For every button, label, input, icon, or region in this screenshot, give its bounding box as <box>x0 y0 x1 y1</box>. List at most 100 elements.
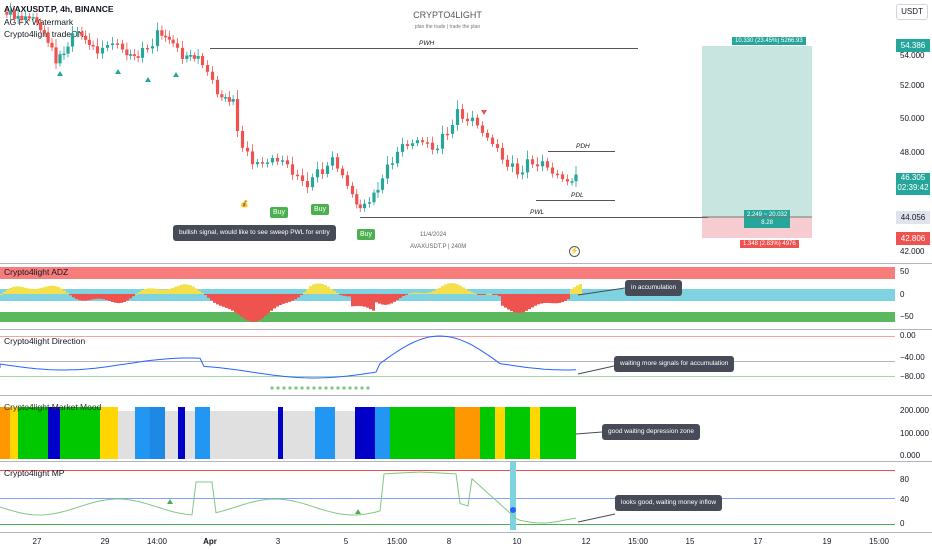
pdl-line <box>536 200 615 201</box>
candle-body <box>192 55 196 59</box>
pane-separator[interactable] <box>0 329 932 330</box>
candle-body <box>535 164 540 167</box>
adz-bar <box>570 289 573 294</box>
mood-column <box>335 411 355 459</box>
candle-body <box>167 36 171 40</box>
candle-body <box>420 140 425 143</box>
mood-axis-200: 200.000 <box>900 406 929 415</box>
mood-title[interactable]: Crypto4light Market Mood <box>4 402 102 412</box>
target-zone[interactable] <box>702 46 812 217</box>
candle-body <box>175 43 180 48</box>
direction-note-bubble[interactable]: waiting more signals for accumulation <box>614 356 735 372</box>
price-tag-mid: 44.056 <box>896 211 930 224</box>
main-chart-pane[interactable]: AVAXUSDT.P, 4h, BINANCE AG FX Watermark … <box>0 0 895 263</box>
adz-bar <box>348 294 351 297</box>
pane-separator[interactable] <box>0 461 932 462</box>
buy-signal-2[interactable]: Buy <box>311 204 330 215</box>
mp-note-pointer <box>577 513 616 523</box>
mp-title[interactable]: Crypto4light MP <box>4 468 65 478</box>
adz-bar <box>153 288 156 294</box>
adz-note-bubble[interactable]: in accumulation <box>625 280 683 296</box>
adz-bar <box>69 294 72 296</box>
symbol-title[interactable]: AVAXUSDT.P, 4h, BINANCE <box>4 4 114 14</box>
adz-bar <box>87 294 90 301</box>
adz-bar <box>33 289 36 294</box>
market-mood-columns <box>0 407 603 459</box>
adz-histogram <box>0 283 626 322</box>
direction-pane[interactable]: Crypto4light Direction waiting more sign… <box>0 330 895 394</box>
adz-bar <box>312 284 315 294</box>
candle-body <box>270 157 275 163</box>
candle-body <box>129 54 133 56</box>
watermark-subtitle: plan the trade | trade the plan <box>414 24 481 30</box>
signal-triangle-up <box>145 77 151 82</box>
main-note-bubble[interactable]: bullish signal, would like to see sweep … <box>173 225 336 241</box>
candle-body <box>485 132 490 138</box>
adz-note-pointer <box>577 287 626 296</box>
adz-bar <box>51 285 54 294</box>
candle-body <box>110 43 115 46</box>
adz-bar <box>369 294 372 310</box>
adz-bar <box>480 294 483 295</box>
candle-body <box>400 144 405 152</box>
stop-label: 1.348 (2.83%) 4976 <box>740 240 799 248</box>
time-axis[interactable]: 27 29 14:00 Apr 3 5 15:00 8 10 12 15:00 … <box>0 533 895 550</box>
adz-pane[interactable]: Crypto4light ADZ in accumulation <box>0 264 895 328</box>
adz-bar <box>165 289 168 294</box>
indicator-watermark-title[interactable]: AG FX Watermark <box>4 17 74 27</box>
adz-bar <box>54 285 57 294</box>
candle-body <box>295 174 300 177</box>
direction-title[interactable]: Crypto4light Direction <box>4 336 86 346</box>
mood-column <box>48 407 60 459</box>
pane-separator[interactable] <box>0 263 932 264</box>
adz-bar <box>567 294 570 300</box>
pwh-line <box>210 48 638 49</box>
adz-bar <box>378 294 381 304</box>
candle-body <box>425 142 430 144</box>
mood-note-bubble[interactable]: good waiting depression zone <box>602 424 701 440</box>
adz-bar <box>291 294 294 301</box>
adz-bar <box>39 288 42 294</box>
buy-signal-3[interactable]: Buy <box>357 229 376 240</box>
mood-pane[interactable]: Crypto4light Market Mood good waiting de… <box>0 396 895 460</box>
adz-bar <box>402 294 405 297</box>
adz-bar <box>177 285 180 294</box>
adz-bar <box>432 291 435 294</box>
lightning-icon[interactable]: ⚡ <box>569 246 580 257</box>
adz-bar <box>111 294 114 303</box>
time-tick: 14:00 <box>146 537 168 546</box>
candle-body <box>570 181 574 183</box>
currency-button[interactable]: USDT <box>896 4 928 20</box>
time-tick: 15:00 <box>627 537 649 546</box>
mp-pane[interactable]: Crypto4light MP looks good, waiting mone… <box>0 462 895 532</box>
adz-bar <box>270 294 273 311</box>
candle-body <box>565 179 570 182</box>
candle-body <box>430 142 435 150</box>
candle-body <box>285 160 290 165</box>
adz-bar <box>276 294 279 307</box>
mp-note-bubble[interactable]: looks good, waiting money inflow <box>615 495 723 511</box>
indicator-tradeon-title[interactable]: Crypto4light tradeON <box>4 29 84 39</box>
pane-separator[interactable] <box>0 395 932 396</box>
buy-signal-1[interactable]: Buy <box>270 207 289 218</box>
adz-bar <box>537 294 540 305</box>
candle-body <box>84 35 88 40</box>
adz-bar <box>522 294 525 313</box>
direction-dot <box>294 386 298 390</box>
candle-body <box>460 109 465 119</box>
candlestick-series[interactable] <box>0 0 895 263</box>
adz-bar <box>183 284 186 294</box>
adz-bar <box>150 288 153 294</box>
candle-body <box>136 56 140 58</box>
adz-bar <box>120 294 123 303</box>
candle-body <box>350 185 355 195</box>
adz-bar <box>126 294 129 301</box>
adz-bar <box>0 294 3 295</box>
adz-bar <box>243 294 246 319</box>
mood-column <box>540 407 576 459</box>
adz-bar <box>84 294 87 301</box>
adz-bar <box>15 286 18 294</box>
pwl-line <box>360 217 708 218</box>
adz-bar <box>318 283 321 294</box>
adz-title[interactable]: Crypto4light ADZ <box>4 267 69 277</box>
